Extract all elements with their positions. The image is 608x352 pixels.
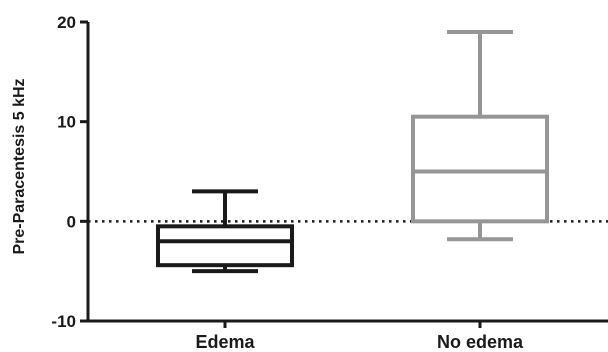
y-tick-label: 0 [67, 212, 76, 231]
box-edema [156, 189, 294, 274]
interquartile-box [411, 114, 549, 224]
x-category-label: No edema [437, 332, 524, 352]
box-no-edema [411, 29, 549, 242]
boxes [156, 29, 549, 274]
y-tick-label: 20 [57, 13, 76, 32]
x-axis: Edema No edema [88, 319, 608, 352]
y-tick-label: 10 [57, 113, 76, 132]
y-tick-label: -10 [51, 312, 76, 331]
y-axis: -10 0 10 20 [51, 13, 90, 331]
x-category-label: Edema [195, 332, 255, 352]
interquartile-box [156, 224, 294, 268]
y-axis-title: Pre-Paracentesis 5 kHz [11, 78, 28, 254]
